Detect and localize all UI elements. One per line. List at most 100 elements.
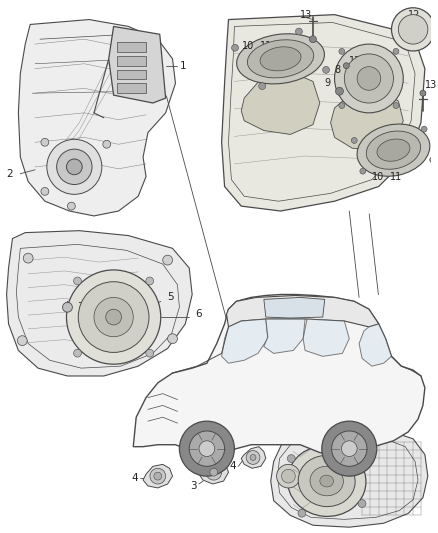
Ellipse shape (247, 40, 314, 78)
Circle shape (287, 455, 295, 463)
Circle shape (347, 445, 355, 453)
Circle shape (78, 282, 149, 352)
Circle shape (94, 297, 133, 337)
Circle shape (103, 140, 111, 148)
Polygon shape (143, 464, 173, 488)
Bar (117, 42, 146, 52)
Circle shape (322, 421, 377, 476)
Ellipse shape (377, 139, 410, 161)
Circle shape (57, 149, 92, 184)
Circle shape (74, 349, 81, 357)
Bar (117, 70, 146, 79)
Circle shape (47, 139, 102, 195)
Text: 13: 13 (300, 10, 312, 20)
Circle shape (360, 168, 366, 174)
Text: 3: 3 (191, 481, 197, 491)
Circle shape (357, 67, 381, 90)
Text: 2: 2 (6, 169, 12, 179)
Circle shape (277, 464, 300, 488)
Circle shape (310, 36, 316, 43)
Circle shape (146, 349, 154, 357)
Circle shape (67, 270, 161, 364)
Circle shape (189, 431, 225, 466)
Ellipse shape (357, 124, 430, 176)
Polygon shape (109, 27, 166, 103)
Circle shape (168, 334, 177, 344)
Circle shape (430, 157, 436, 163)
Circle shape (344, 54, 393, 103)
Circle shape (259, 83, 265, 90)
Circle shape (18, 336, 27, 345)
Text: 12: 12 (408, 10, 420, 20)
Circle shape (351, 138, 357, 143)
Text: 11: 11 (389, 172, 402, 182)
Text: 13: 13 (425, 80, 437, 90)
Circle shape (323, 67, 329, 74)
Circle shape (67, 159, 82, 175)
Polygon shape (226, 295, 379, 327)
Polygon shape (222, 319, 268, 363)
Circle shape (298, 510, 306, 517)
Circle shape (63, 302, 72, 312)
Text: 9: 9 (325, 78, 331, 88)
Text: 10: 10 (372, 172, 384, 182)
Text: 1: 1 (180, 61, 186, 71)
Polygon shape (241, 71, 320, 134)
Circle shape (67, 202, 75, 210)
Polygon shape (222, 14, 425, 211)
Circle shape (146, 277, 154, 285)
Text: 5: 5 (168, 293, 174, 302)
Text: 13: 13 (349, 56, 361, 66)
Text: 8: 8 (335, 64, 341, 75)
Circle shape (162, 255, 173, 265)
Circle shape (23, 253, 33, 263)
Bar (117, 56, 146, 66)
Circle shape (336, 87, 343, 95)
Ellipse shape (287, 446, 366, 516)
Text: 10: 10 (242, 41, 254, 51)
Circle shape (399, 14, 428, 44)
Text: 11: 11 (260, 41, 272, 51)
Circle shape (339, 49, 345, 54)
Circle shape (339, 102, 345, 109)
Text: 7: 7 (77, 302, 84, 312)
Circle shape (180, 421, 234, 476)
Text: 4: 4 (230, 462, 237, 471)
Polygon shape (133, 295, 425, 455)
Circle shape (282, 469, 295, 483)
Ellipse shape (320, 475, 334, 487)
Circle shape (296, 28, 302, 35)
Ellipse shape (298, 456, 355, 506)
Polygon shape (264, 319, 305, 353)
Ellipse shape (237, 34, 325, 84)
Circle shape (420, 90, 426, 96)
Circle shape (150, 469, 166, 484)
Polygon shape (241, 447, 266, 469)
Circle shape (232, 44, 238, 51)
Text: 6: 6 (195, 309, 202, 319)
Circle shape (332, 431, 367, 466)
Polygon shape (7, 231, 192, 376)
Circle shape (343, 63, 349, 69)
Polygon shape (303, 319, 349, 357)
Polygon shape (331, 89, 403, 150)
Polygon shape (271, 425, 428, 527)
Circle shape (154, 472, 162, 480)
Ellipse shape (310, 466, 343, 496)
Circle shape (341, 441, 357, 456)
Circle shape (106, 309, 121, 325)
Polygon shape (199, 459, 229, 484)
Circle shape (393, 49, 399, 54)
Ellipse shape (260, 47, 301, 71)
Bar (117, 83, 146, 93)
Circle shape (393, 102, 399, 109)
Circle shape (421, 126, 427, 132)
Circle shape (392, 8, 434, 51)
Polygon shape (359, 324, 392, 366)
Circle shape (41, 188, 49, 195)
Circle shape (335, 44, 403, 113)
Circle shape (250, 455, 256, 461)
Circle shape (206, 464, 222, 480)
Circle shape (199, 441, 215, 456)
Circle shape (41, 139, 49, 146)
